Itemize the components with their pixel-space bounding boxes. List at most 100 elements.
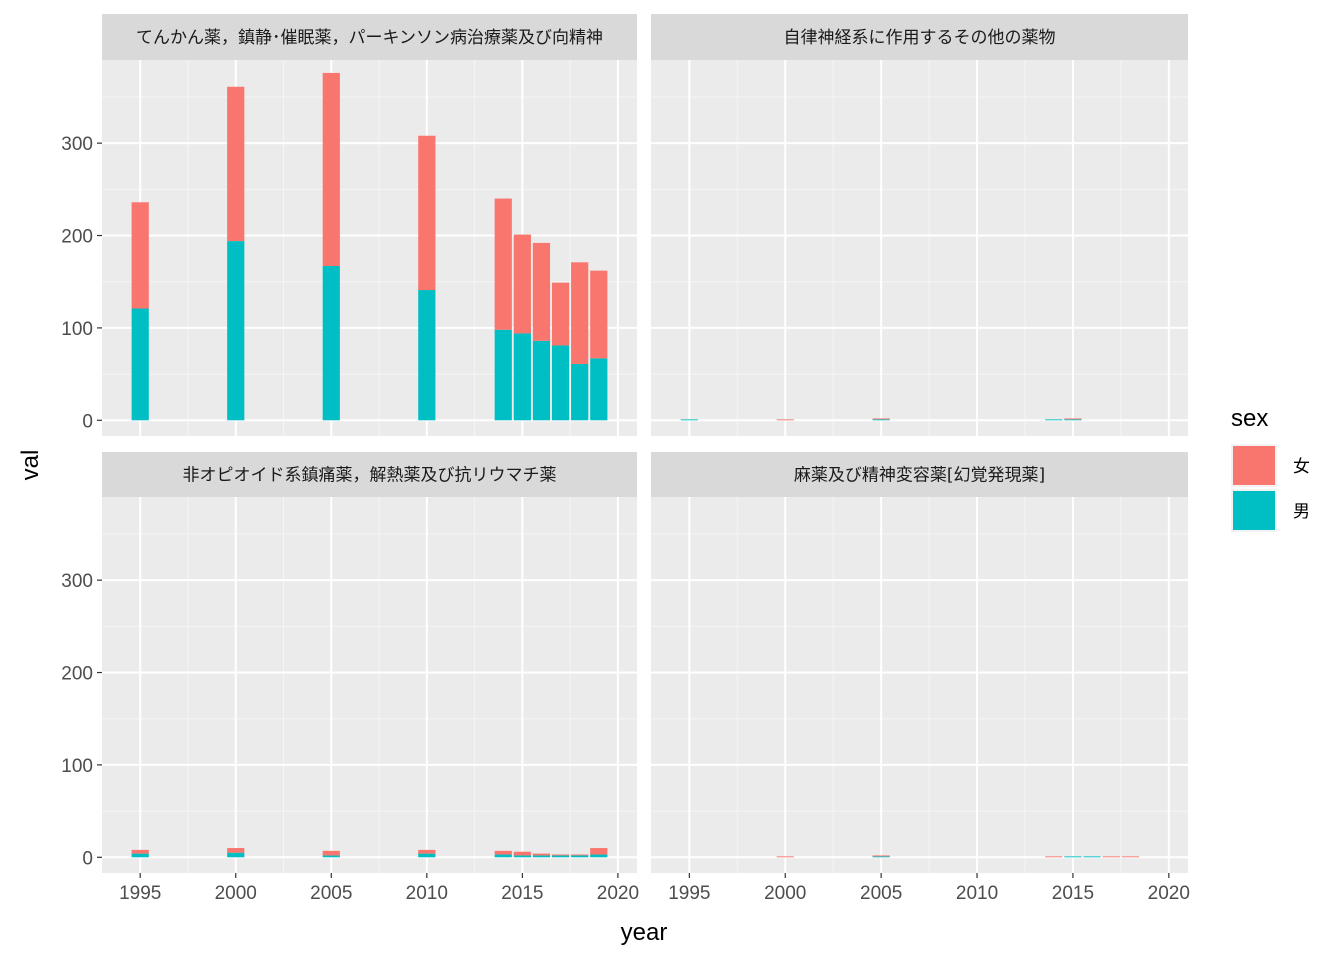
bar-segment-male bbox=[680, 419, 698, 421]
facet-strip bbox=[102, 452, 637, 497]
bar-segment-male bbox=[227, 852, 245, 858]
bar-segment-male bbox=[532, 340, 551, 421]
bar-segment-female bbox=[227, 86, 245, 242]
legend-label: 女 bbox=[1293, 457, 1310, 477]
bar-segment-male bbox=[322, 266, 340, 421]
bar-segment-male bbox=[418, 853, 436, 858]
bar-segment-male bbox=[1064, 856, 1082, 858]
x-tick-label: 2005 bbox=[310, 883, 352, 904]
bar-segment-male bbox=[551, 345, 570, 421]
legend-key-swatch bbox=[1233, 446, 1275, 485]
x-tick-label: 2010 bbox=[956, 883, 998, 904]
bar-segment-female bbox=[1121, 856, 1140, 858]
x-axis-title: year bbox=[621, 919, 668, 946]
bar-segment-female bbox=[590, 270, 608, 359]
bar-segment-male bbox=[872, 419, 890, 421]
bar-segment-female bbox=[418, 135, 436, 291]
bar-segment-female bbox=[532, 242, 551, 341]
x-tick-label: 2005 bbox=[860, 883, 902, 904]
x-tick-label: 2020 bbox=[1148, 883, 1190, 904]
bar-segment-female bbox=[571, 262, 589, 364]
facet-panel-4: 麻薬及び精神変容薬[幻覚発現薬] 1995 2000 2005 2010 2015 2020 bbox=[651, 452, 1190, 904]
facet-strip-title: てんかん薬，鎮静･催眠薬，パーキンソン病治療薬及び向精神 bbox=[136, 28, 603, 48]
facet-strip bbox=[651, 14, 1188, 60]
panel-background bbox=[102, 497, 637, 873]
y-tick-label: 0 bbox=[82, 411, 93, 432]
bar-segment-male bbox=[322, 855, 340, 858]
facet-panel-1: てんかん薬，鎮静･催眠薬，パーキンソン病治療薬及び向精神 0 100 200 300 bbox=[61, 14, 637, 436]
facet-panel-2: 自律神経系に作用するその他の薬物 bbox=[651, 14, 1188, 436]
bar-segment-female bbox=[494, 198, 512, 330]
bar-segment-female bbox=[131, 849, 149, 854]
bar-segment-male bbox=[590, 358, 608, 421]
facet-strip-title: 自律神経系に作用するその他の薬物 bbox=[784, 28, 1056, 48]
bar-segment-male bbox=[1045, 419, 1063, 421]
bar-segment-male bbox=[513, 855, 531, 858]
facet-strip bbox=[651, 452, 1188, 497]
y-tick-label: 200 bbox=[61, 664, 93, 685]
bar-segment-female bbox=[551, 854, 570, 856]
bar-segment-male bbox=[532, 855, 551, 858]
bar-segment-male bbox=[131, 308, 149, 421]
y-tick-label: 300 bbox=[61, 134, 93, 155]
legend-title: sex bbox=[1231, 405, 1268, 432]
bar-segment-male bbox=[551, 855, 570, 858]
facet-strip bbox=[102, 14, 637, 60]
facet-panel-3: 非オピオイド系鎮痛薬，解熱薬及び抗リウマチ薬 0 100 200 300 1995 2000… bbox=[61, 452, 639, 904]
bar-segment-male bbox=[1083, 856, 1101, 858]
panel-background bbox=[651, 60, 1188, 436]
bar-segment-male bbox=[418, 290, 436, 421]
legend-key-swatch bbox=[1233, 491, 1275, 530]
bar-segment-female bbox=[131, 202, 149, 309]
bar-segment-female bbox=[532, 853, 551, 856]
x-tick-label: 2000 bbox=[764, 883, 806, 904]
x-tick-label: 1995 bbox=[668, 883, 710, 904]
bar-segment-female bbox=[872, 855, 890, 857]
facet-strip-title: 非オピオイド系鎮痛薬，解熱薬及び抗リウマチ薬 bbox=[183, 466, 557, 486]
x-tick-label: 2010 bbox=[406, 883, 448, 904]
bar-segment-female bbox=[513, 234, 531, 334]
bar-segment-female bbox=[227, 848, 245, 853]
bar-segment-female bbox=[494, 850, 512, 855]
bar-segment-male bbox=[872, 856, 890, 858]
legend: sex 女男 bbox=[1231, 405, 1310, 532]
bar-segment-male bbox=[494, 854, 512, 858]
panels-layer: てんかん薬，鎮静･催眠薬，パーキンソン病治療薬及び向精神 0 100 200 300 自律… bbox=[61, 14, 1190, 904]
bar-segment-female bbox=[551, 282, 570, 346]
bar-segment-male bbox=[590, 854, 608, 858]
bar-segment-male bbox=[571, 855, 589, 858]
bar-segment-female bbox=[1102, 856, 1120, 858]
x-tick-label: 2015 bbox=[1052, 883, 1094, 904]
bar-segment-female bbox=[776, 419, 794, 421]
y-tick-label: 100 bbox=[61, 756, 93, 777]
y-tick-label: 200 bbox=[61, 227, 93, 248]
bar-segment-female bbox=[776, 856, 794, 858]
bar-segment-male bbox=[513, 333, 531, 421]
y-tick-label: 0 bbox=[82, 848, 93, 869]
x-tick-label: 2000 bbox=[215, 883, 257, 904]
panel-background bbox=[651, 497, 1188, 873]
x-tick-label: 2015 bbox=[501, 883, 543, 904]
bar-segment-female bbox=[571, 854, 589, 856]
bar-segment-female bbox=[322, 72, 340, 267]
bar-segment-male bbox=[1064, 419, 1082, 421]
bar-segment-female bbox=[513, 851, 531, 856]
x-tick-label: 2020 bbox=[597, 883, 639, 904]
bar-segment-female bbox=[1064, 418, 1082, 420]
bar-segment-male bbox=[131, 853, 149, 858]
facet-strip-title: 麻薬及び精神変容薬[幻覚発現薬] bbox=[794, 466, 1045, 486]
bar-segment-male bbox=[494, 329, 512, 421]
x-tick-label: 1995 bbox=[119, 883, 161, 904]
y-axis-title: val bbox=[17, 450, 44, 481]
bar-segment-male bbox=[227, 241, 245, 421]
bar-segment-female bbox=[590, 848, 608, 855]
y-tick-label: 300 bbox=[61, 571, 93, 592]
bar-segment-female bbox=[1045, 856, 1063, 858]
legend-label: 男 bbox=[1293, 502, 1310, 522]
bar-segment-female bbox=[872, 418, 890, 420]
y-tick-label: 100 bbox=[61, 319, 93, 340]
bar-segment-female bbox=[418, 849, 436, 854]
bar-segment-female bbox=[322, 850, 340, 856]
bar-segment-male bbox=[571, 363, 589, 421]
